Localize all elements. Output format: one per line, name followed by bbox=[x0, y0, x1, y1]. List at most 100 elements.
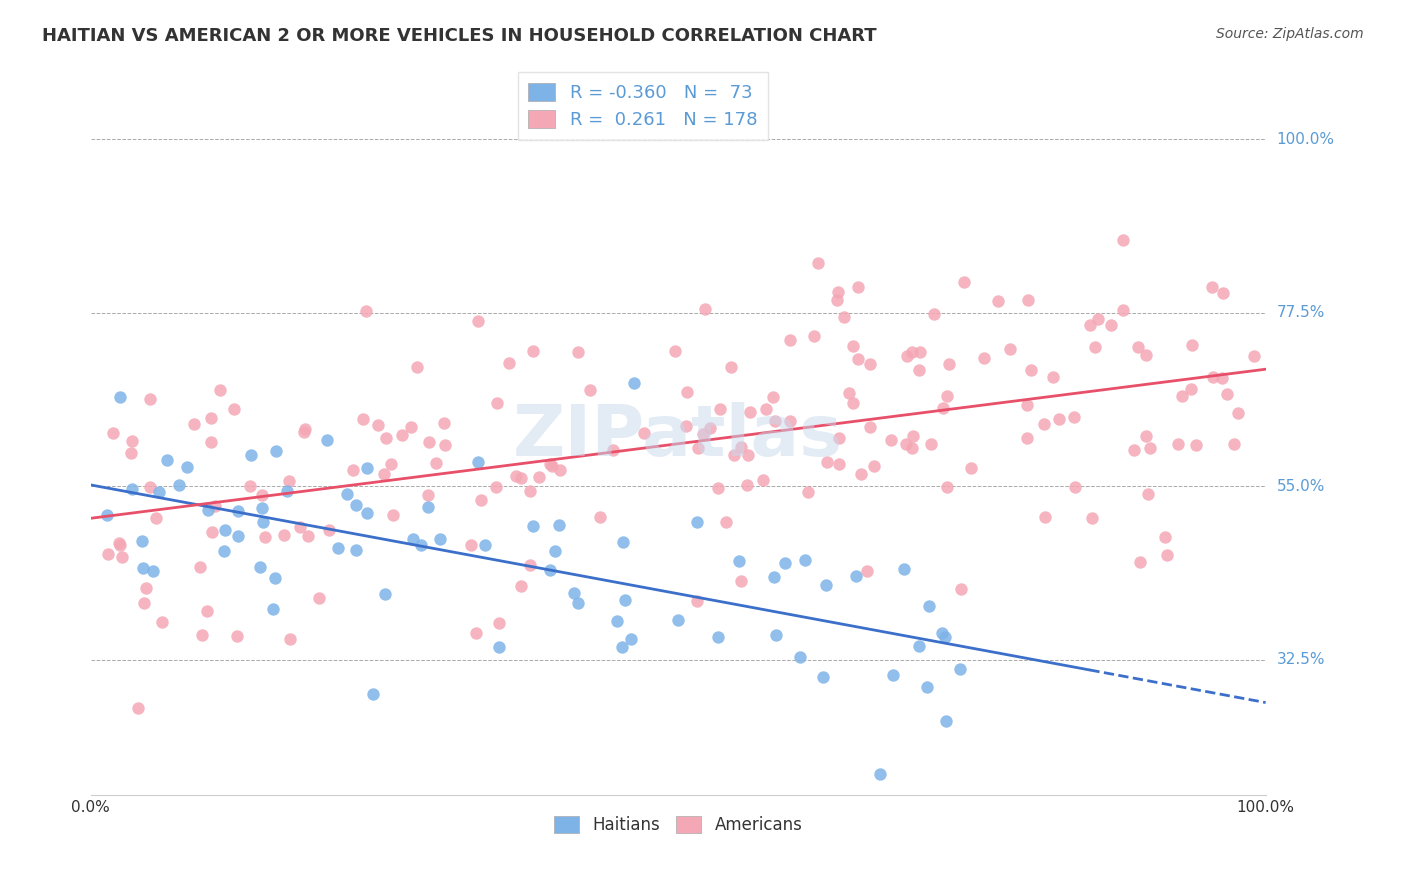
Point bbox=[97, 547, 120, 561]
Point bbox=[262, 602, 284, 616]
Point bbox=[356, 506, 378, 520]
Point bbox=[1063, 480, 1085, 494]
Point bbox=[226, 629, 249, 643]
Point bbox=[827, 285, 849, 299]
Point bbox=[280, 632, 302, 646]
Point bbox=[135, 581, 157, 595]
Point bbox=[932, 401, 955, 416]
Point bbox=[797, 484, 820, 499]
Point bbox=[612, 640, 634, 654]
Point bbox=[938, 357, 960, 371]
Point bbox=[156, 453, 179, 467]
Point bbox=[519, 558, 541, 573]
Point bbox=[959, 461, 981, 475]
Point bbox=[239, 448, 262, 462]
Point bbox=[762, 570, 785, 584]
Point bbox=[730, 440, 752, 454]
Point bbox=[849, 467, 872, 482]
Point bbox=[692, 426, 714, 441]
Point bbox=[1032, 417, 1054, 432]
Point bbox=[901, 429, 924, 443]
Point bbox=[416, 488, 439, 502]
Point bbox=[188, 559, 211, 574]
Point bbox=[686, 515, 709, 529]
Point bbox=[406, 359, 429, 374]
Point bbox=[1185, 438, 1208, 452]
Point bbox=[278, 474, 301, 488]
Point bbox=[1212, 285, 1234, 300]
Point bbox=[1033, 509, 1056, 524]
Point bbox=[139, 392, 162, 406]
Point bbox=[699, 421, 721, 435]
Point bbox=[1087, 312, 1109, 326]
Point bbox=[723, 449, 745, 463]
Point bbox=[1153, 531, 1175, 545]
Point bbox=[917, 680, 939, 694]
Text: 77.5%: 77.5% bbox=[1277, 305, 1324, 320]
Point bbox=[484, 480, 506, 494]
Point bbox=[606, 614, 628, 628]
Point bbox=[1078, 318, 1101, 332]
Point bbox=[134, 596, 156, 610]
Point bbox=[1211, 371, 1233, 385]
Point bbox=[145, 510, 167, 524]
Point bbox=[382, 508, 405, 523]
Point bbox=[264, 571, 287, 585]
Point bbox=[664, 343, 686, 358]
Text: 32.5%: 32.5% bbox=[1277, 652, 1326, 667]
Point bbox=[239, 479, 262, 493]
Point bbox=[201, 525, 224, 540]
Point bbox=[519, 484, 541, 499]
Point bbox=[752, 473, 775, 487]
Point bbox=[197, 503, 219, 517]
Point bbox=[773, 556, 796, 570]
Point bbox=[738, 404, 761, 418]
Point bbox=[336, 487, 359, 501]
Point bbox=[429, 533, 451, 547]
Point bbox=[226, 529, 249, 543]
Point bbox=[318, 523, 340, 537]
Point bbox=[169, 478, 191, 492]
Point bbox=[589, 510, 612, 524]
Point bbox=[949, 662, 972, 676]
Point bbox=[467, 314, 489, 328]
Point bbox=[934, 630, 956, 644]
Point bbox=[1136, 487, 1159, 501]
Point bbox=[562, 586, 585, 600]
Point bbox=[1201, 280, 1223, 294]
Text: Source: ZipAtlas.com: Source: ZipAtlas.com bbox=[1216, 27, 1364, 41]
Point bbox=[1243, 349, 1265, 363]
Point bbox=[316, 434, 339, 448]
Point bbox=[108, 536, 131, 550]
Point bbox=[998, 342, 1021, 356]
Point bbox=[832, 310, 855, 324]
Point bbox=[1129, 555, 1152, 569]
Point bbox=[121, 434, 143, 448]
Point bbox=[510, 471, 533, 485]
Point bbox=[121, 482, 143, 496]
Point bbox=[1099, 318, 1122, 332]
Point bbox=[356, 461, 378, 475]
Point bbox=[132, 560, 155, 574]
Point bbox=[1112, 233, 1135, 247]
Point bbox=[686, 442, 709, 456]
Point bbox=[754, 401, 776, 416]
Point bbox=[120, 446, 142, 460]
Point bbox=[485, 396, 508, 410]
Point bbox=[409, 538, 432, 552]
Point bbox=[612, 535, 634, 549]
Point bbox=[1181, 337, 1204, 351]
Point bbox=[264, 444, 287, 458]
Point bbox=[935, 714, 957, 728]
Point bbox=[354, 304, 377, 318]
Point bbox=[294, 422, 316, 436]
Point bbox=[686, 593, 709, 607]
Point bbox=[936, 480, 959, 494]
Point bbox=[460, 538, 482, 552]
Point bbox=[1202, 369, 1225, 384]
Point bbox=[859, 420, 882, 434]
Point bbox=[838, 385, 860, 400]
Point bbox=[842, 396, 865, 410]
Point bbox=[464, 626, 486, 640]
Point bbox=[505, 468, 527, 483]
